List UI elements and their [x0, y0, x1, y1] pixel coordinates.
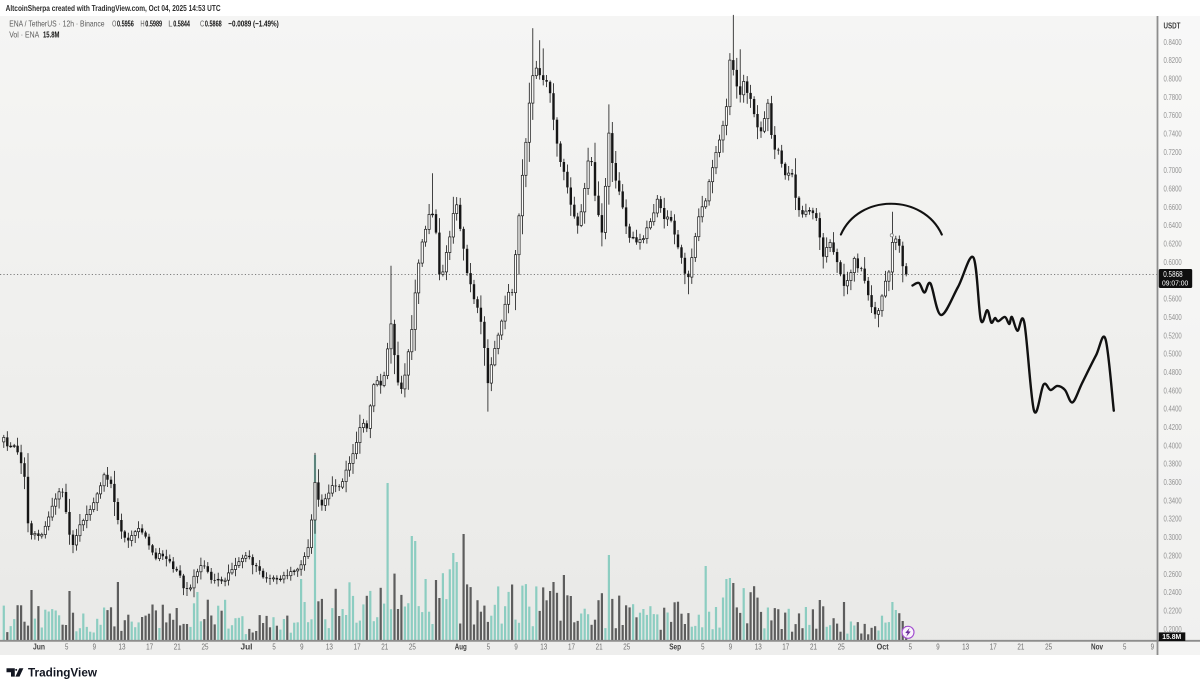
svg-text:0.5400: 0.5400 [1164, 313, 1183, 322]
svg-text:0.4600: 0.4600 [1164, 386, 1183, 395]
svg-text:0.5868: 0.5868 [205, 19, 222, 29]
svg-text:9: 9 [936, 643, 940, 652]
svg-text:AltcoinSherpa created with Tra: AltcoinSherpa created with TradingView.c… [6, 4, 221, 13]
svg-text:25: 25 [623, 643, 630, 652]
svg-text:0.3800: 0.3800 [1164, 460, 1183, 469]
svg-text:0.5956: 0.5956 [117, 19, 134, 29]
svg-text:0.4800: 0.4800 [1164, 368, 1183, 377]
svg-text:9: 9 [300, 643, 304, 652]
svg-text:0.3000: 0.3000 [1164, 533, 1183, 542]
svg-text:17: 17 [146, 643, 153, 652]
svg-text:9: 9 [514, 643, 518, 652]
svg-text:0.5200: 0.5200 [1164, 331, 1183, 340]
svg-text:0.5000: 0.5000 [1164, 350, 1183, 359]
svg-text:0.8200: 0.8200 [1164, 56, 1183, 65]
svg-text:21: 21 [810, 643, 817, 652]
svg-text:25: 25 [409, 643, 416, 652]
svg-text:ENA / TetherUS · 12h · Binance: ENA / TetherUS · 12h · Binance [9, 19, 105, 29]
svg-text:17: 17 [354, 643, 361, 652]
svg-text:9: 9 [93, 643, 97, 652]
svg-text:0.5989: 0.5989 [145, 19, 162, 29]
svg-text:21: 21 [381, 643, 388, 652]
svg-text:13: 13 [962, 643, 969, 652]
svg-text:25: 25 [838, 643, 845, 652]
svg-text:H: H [140, 19, 144, 29]
svg-text:0.6200: 0.6200 [1164, 240, 1183, 249]
svg-text:5: 5 [272, 643, 276, 652]
svg-text:0.2600: 0.2600 [1164, 570, 1183, 579]
svg-text:0.7600: 0.7600 [1164, 111, 1183, 120]
svg-text:9: 9 [729, 643, 733, 652]
svg-text:0.4000: 0.4000 [1164, 441, 1183, 450]
svg-text:5: 5 [701, 643, 705, 652]
svg-text:17: 17 [990, 643, 997, 652]
svg-text:0.6400: 0.6400 [1164, 221, 1183, 230]
svg-text:0.6800: 0.6800 [1164, 185, 1183, 194]
svg-text:5: 5 [909, 643, 913, 652]
svg-text:L: L [168, 19, 173, 29]
svg-text:21: 21 [174, 643, 181, 652]
svg-text:0.4400: 0.4400 [1164, 405, 1183, 414]
svg-text:Jun: Jun [33, 643, 45, 652]
svg-text:5: 5 [65, 643, 69, 652]
svg-text:USDT: USDT [1164, 20, 1182, 30]
svg-text:0.6600: 0.6600 [1164, 203, 1183, 212]
svg-text:0.7800: 0.7800 [1164, 93, 1183, 102]
svg-text:0.2400: 0.2400 [1164, 588, 1183, 597]
svg-text:0.3200: 0.3200 [1164, 515, 1183, 524]
svg-text:Sep: Sep [669, 643, 681, 652]
svg-text:17: 17 [782, 643, 789, 652]
svg-text:0.2000: 0.2000 [1164, 625, 1183, 634]
svg-text:0.8400: 0.8400 [1164, 38, 1183, 47]
svg-text:5: 5 [487, 643, 491, 652]
svg-text:0.5868: 0.5868 [1163, 270, 1183, 279]
svg-text:09:07:00: 09:07:00 [1162, 278, 1188, 287]
svg-text:O: O [112, 19, 117, 29]
svg-text:25: 25 [1045, 643, 1052, 652]
svg-text:15.8M: 15.8M [1162, 632, 1181, 641]
svg-text:Jul: Jul [241, 643, 253, 652]
svg-text:TradingView: TradingView [28, 666, 98, 680]
svg-text:0.7400: 0.7400 [1164, 130, 1183, 139]
svg-text:Aug: Aug [455, 643, 467, 652]
svg-text:Nov: Nov [1091, 643, 1103, 652]
svg-text:0.2800: 0.2800 [1164, 551, 1183, 560]
svg-text:5: 5 [1123, 643, 1127, 652]
svg-text:0.2200: 0.2200 [1164, 607, 1183, 616]
svg-text:0.8000: 0.8000 [1164, 75, 1183, 84]
svg-text:13: 13 [119, 643, 126, 652]
svg-text:0.5600: 0.5600 [1164, 295, 1183, 304]
svg-text:0.4200: 0.4200 [1164, 423, 1183, 432]
svg-text:13: 13 [755, 643, 762, 652]
svg-text:0.7000: 0.7000 [1164, 166, 1183, 175]
svg-text:21: 21 [1017, 643, 1024, 652]
svg-text:17: 17 [568, 643, 575, 652]
svg-text:25: 25 [202, 643, 209, 652]
svg-text:0.3600: 0.3600 [1164, 478, 1183, 487]
svg-text:13: 13 [326, 643, 333, 652]
svg-text:C: C [200, 19, 204, 29]
svg-text:21: 21 [596, 643, 603, 652]
svg-text:13: 13 [540, 643, 547, 652]
svg-text:−0.0089 (−1.49%): −0.0089 (−1.49%) [228, 19, 279, 29]
svg-text:9: 9 [1151, 643, 1155, 652]
svg-text:0.6000: 0.6000 [1164, 258, 1183, 267]
svg-text:0.3400: 0.3400 [1164, 496, 1183, 505]
svg-text:15.8M: 15.8M [43, 30, 60, 40]
svg-text:Oct: Oct [877, 643, 889, 652]
svg-text:0.7200: 0.7200 [1164, 148, 1183, 157]
svg-text:Vol · ENA: Vol · ENA [9, 30, 39, 40]
svg-text:0.5844: 0.5844 [173, 19, 190, 29]
